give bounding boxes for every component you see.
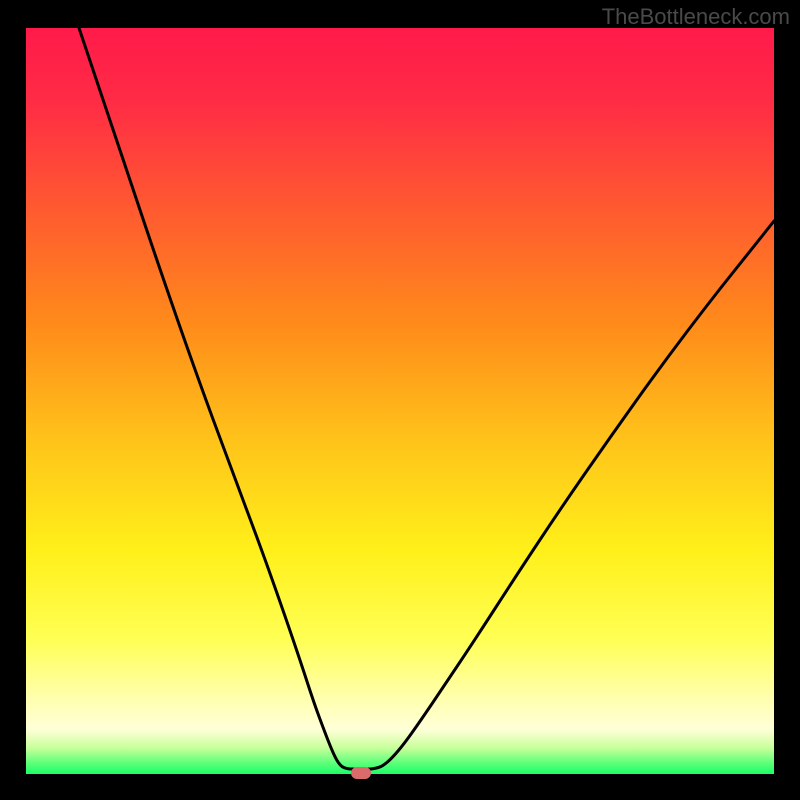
watermark-text: TheBottleneck.com — [602, 4, 790, 30]
bottleneck-curve — [26, 28, 774, 774]
optimum-marker — [351, 767, 371, 779]
plot-area — [26, 28, 774, 774]
chart-container: TheBottleneck.com — [0, 0, 800, 800]
